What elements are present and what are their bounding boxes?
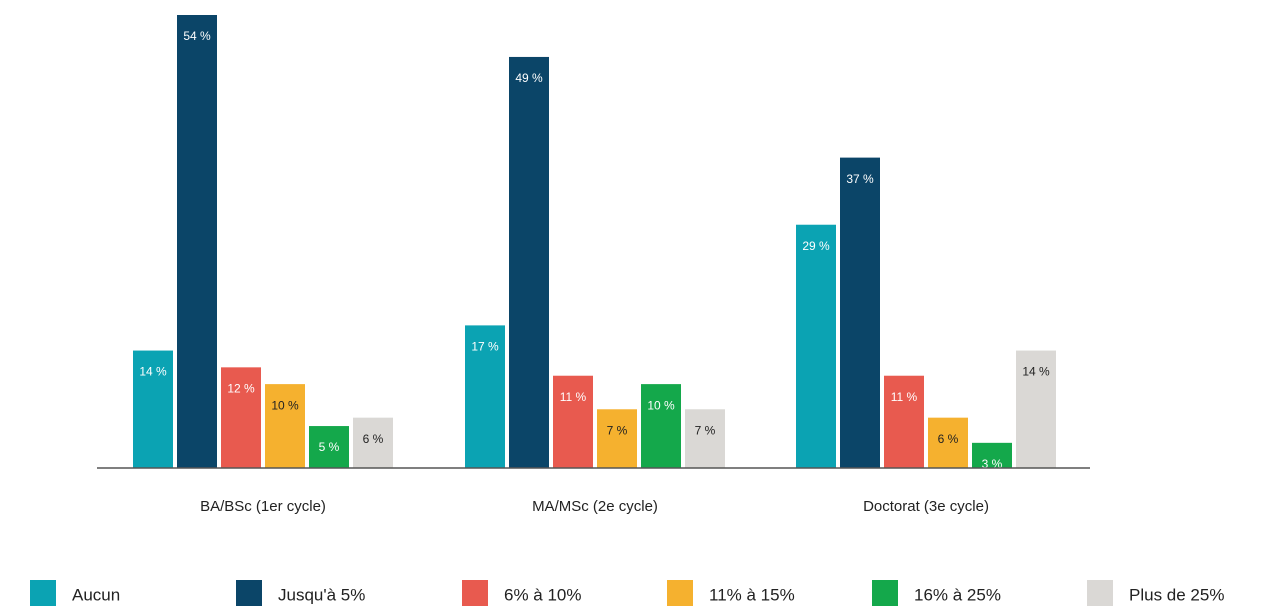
value-label: 11 % [891, 390, 918, 404]
bar [177, 15, 217, 468]
bar [685, 409, 725, 468]
bar [353, 417, 393, 468]
legend-label: 11% à 15% [709, 585, 795, 604]
legend-label: Aucun [72, 585, 120, 604]
bar [972, 442, 1012, 468]
bar [597, 409, 637, 468]
value-label: 3 % [982, 457, 1003, 471]
value-label: 6 % [938, 432, 959, 446]
value-label: 10 % [271, 398, 299, 412]
legend-label: Jusqu'à 5% [278, 585, 365, 604]
legend-label: 16% à 25% [914, 585, 1001, 604]
bar [221, 367, 261, 468]
bar [509, 56, 549, 468]
legend-label: Plus de 25% [1129, 585, 1224, 604]
value-label: 5 % [319, 440, 340, 454]
value-label: 10 % [647, 398, 675, 412]
legend-swatch [236, 580, 262, 606]
value-label: 11 % [560, 390, 587, 404]
value-label: 6 % [363, 432, 384, 446]
bar [840, 157, 880, 468]
value-label: 7 % [695, 423, 716, 437]
bar [553, 375, 593, 468]
bar [1016, 350, 1056, 468]
bar [928, 417, 968, 468]
value-label: 14 % [1022, 365, 1050, 379]
legend-swatch [872, 580, 898, 606]
x-tick-label: BA/BSc (1er cycle) [200, 498, 326, 515]
value-label: 37 % [846, 172, 874, 186]
bar [796, 224, 836, 468]
value-label: 14 % [139, 365, 167, 379]
bar [641, 384, 681, 468]
x-tick-label: MA/MSc (2e cycle) [532, 498, 658, 515]
x-tick-label: Doctorat (3e cycle) [863, 498, 989, 515]
value-label: 29 % [802, 239, 830, 253]
value-label: 7 % [607, 423, 628, 437]
value-label: 54 % [183, 29, 211, 43]
legend-swatch [462, 580, 488, 606]
value-label: 17 % [471, 340, 499, 354]
value-label: 12 % [227, 382, 255, 396]
bar [309, 426, 349, 468]
legend-swatch [667, 580, 693, 606]
value-label: 49 % [515, 71, 543, 85]
bar [265, 384, 305, 468]
legend-swatch [30, 580, 56, 606]
legend-swatch [1087, 580, 1113, 606]
legend-label: 6% à 10% [504, 585, 582, 604]
bar [465, 325, 505, 468]
bar [884, 375, 924, 468]
bar [133, 350, 173, 468]
